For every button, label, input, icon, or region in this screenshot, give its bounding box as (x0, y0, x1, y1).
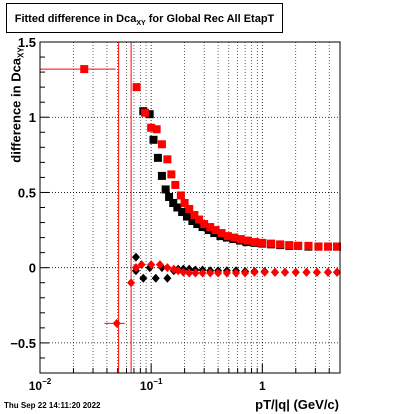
data-point-square (236, 235, 245, 244)
data-point-square (276, 240, 285, 249)
data-point-square (176, 191, 185, 200)
data-point-square (157, 140, 166, 149)
data-point-diamond (206, 268, 215, 278)
data-point-square (195, 215, 204, 224)
data-point-square (147, 123, 156, 132)
data-point-square (217, 229, 226, 238)
data-point-square (152, 125, 161, 134)
data-point-square (140, 108, 149, 117)
data-point-square (294, 241, 303, 250)
data-point-square (171, 180, 180, 189)
title-subscript: XY (136, 20, 146, 27)
data-point-diamond (260, 267, 269, 277)
x-tick-label-exponent: −2 (42, 377, 52, 386)
data-point-diamond (241, 268, 250, 278)
data-point-square (223, 232, 232, 241)
x-tick-label: 1 (259, 379, 266, 393)
x-tick-label-base: 1 (259, 379, 266, 393)
data-point-square (178, 208, 187, 217)
data-point-square (145, 110, 154, 119)
x-tick-label-base: 10 (140, 379, 154, 393)
data-point-square (230, 233, 239, 242)
x-tick-label: 10−2 (29, 377, 52, 393)
data-point-square (304, 241, 313, 250)
title-main: Fitted difference in Dca (14, 13, 137, 25)
data-point-diamond (179, 267, 188, 277)
data-point-square (333, 242, 342, 251)
data-point-square (180, 198, 189, 207)
data-point-diamond (163, 273, 172, 283)
data-point-square (188, 217, 197, 226)
data-point-square (243, 236, 252, 245)
x-tick-label-base: 10 (29, 379, 43, 393)
y-axis-label-main: difference in Dca (8, 57, 24, 163)
data-point-diamond (151, 273, 160, 283)
data-point-diamond (191, 268, 200, 278)
data-point-square (200, 220, 209, 229)
y-axis-label-subscript: XY (16, 47, 26, 58)
data-point-square (206, 223, 215, 232)
title-tail: for Global Rec All EtapT (145, 13, 275, 25)
chart-title: Fitted difference in DcaXY for Global Re… (6, 3, 283, 33)
y-tick-label: 0.5 (18, 185, 36, 200)
y-tick-label: 1.5 (18, 35, 36, 50)
data-series (40, 65, 342, 328)
data-point-diamond (312, 267, 321, 277)
y-tick-label: 0 (29, 261, 36, 276)
y-axis-label: difference in DcaXY (9, 47, 26, 162)
y-tick-label: 1 (29, 110, 36, 125)
data-point-diamond (127, 278, 136, 288)
data-point-diamond (131, 252, 140, 262)
data-point-diamond (250, 267, 259, 277)
data-point-square (190, 211, 199, 220)
data-point-square (182, 212, 191, 221)
data-point-square (157, 171, 166, 180)
data-point-square (314, 242, 323, 251)
data-point-diamond (324, 267, 333, 277)
data-point-diamond (147, 260, 156, 270)
data-point-square (169, 198, 178, 207)
data-point-square (173, 203, 182, 212)
data-point-square (167, 170, 176, 179)
data-point-diamond (163, 263, 172, 273)
data-point-diamond (302, 267, 311, 277)
data-point-square (132, 83, 141, 92)
data-point-diamond (270, 267, 279, 277)
data-point-diamond (198, 268, 207, 278)
data-point-square (324, 242, 333, 251)
data-point-square (285, 241, 294, 250)
data-point-square (161, 185, 170, 194)
x-axis-label: pT/|q| (GeV/c) (255, 397, 339, 412)
data-point-diamond (222, 268, 231, 278)
y-tick-label: −0.5 (10, 336, 36, 351)
timestamp: Thu Sep 22 14:11:20 2022 (4, 401, 101, 410)
data-point-diamond (280, 267, 289, 277)
data-point-square (267, 239, 276, 248)
data-point-diamond (137, 260, 146, 270)
data-point-diamond (214, 268, 223, 278)
data-point-square (163, 155, 172, 164)
data-point-diamond (232, 268, 241, 278)
data-point-diamond (131, 263, 140, 273)
data-point-square (185, 205, 194, 214)
data-point-square (165, 192, 174, 201)
x-tick-label: 10−1 (140, 377, 163, 393)
data-point-diamond (291, 267, 300, 277)
data-point-diamond (333, 267, 342, 277)
data-point-diamond (155, 260, 164, 270)
vertical-markers (118, 42, 132, 373)
data-point-square (251, 238, 260, 247)
data-point-square (211, 226, 220, 235)
x-tick-label-exponent: −1 (153, 377, 163, 386)
data-point-square (193, 220, 202, 229)
data-point-square (258, 238, 267, 247)
data-point-square (149, 135, 158, 144)
data-point-diamond (185, 268, 194, 278)
data-point-diamond (139, 273, 148, 283)
data-point-square (153, 153, 162, 162)
axis-ticks: 10−2 10−1 1−0.500.511.5 (10, 35, 341, 393)
